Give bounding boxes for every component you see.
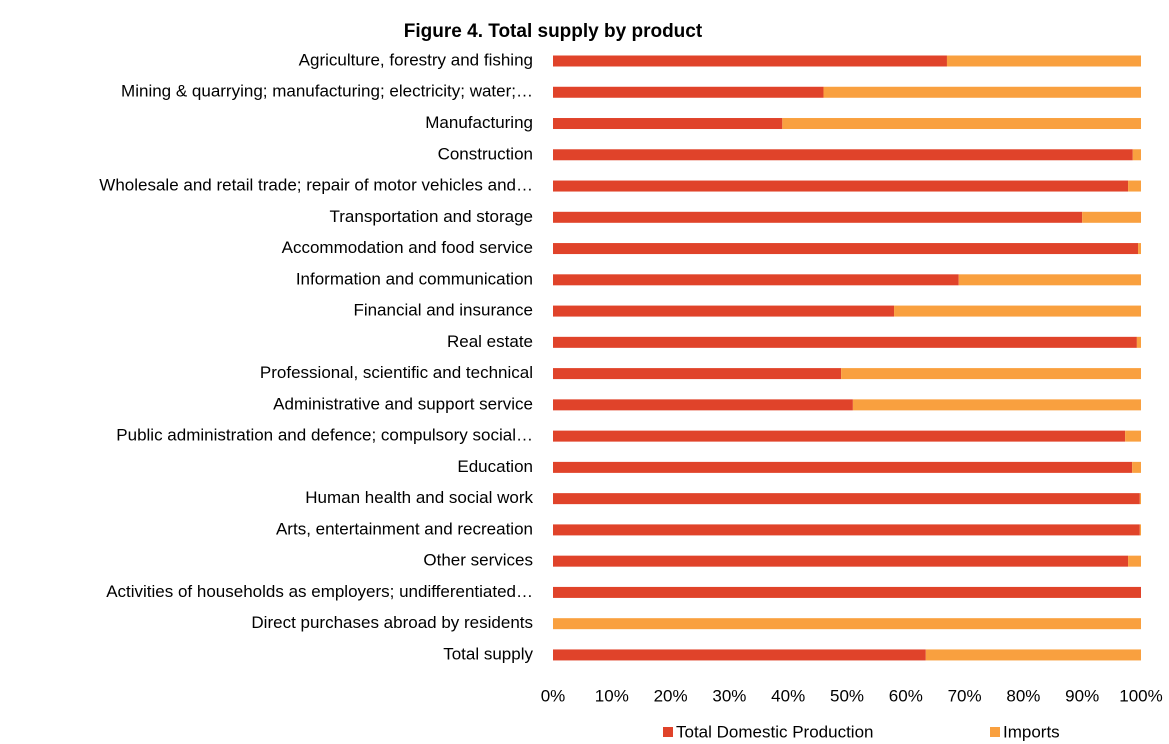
y-tick-label: Agriculture, forestry and fishing: [299, 50, 533, 69]
bar-segment: [553, 430, 1126, 442]
y-tick-label: Construction: [438, 144, 533, 163]
bar-segment: [553, 274, 959, 286]
bar-segment: [823, 86, 1141, 98]
y-tick-label: Arts, entertainment and recreation: [276, 519, 533, 538]
y-tick-label: Real estate: [447, 332, 533, 351]
y-tick-label: Public administration and defence; compu…: [116, 426, 533, 445]
bar-segment: [782, 118, 1141, 130]
bar-segment: [553, 336, 1137, 348]
bar-segment: [1128, 180, 1141, 192]
x-tick-label: 60%: [889, 686, 923, 705]
y-tick-label: Accommodation and food service: [282, 238, 533, 257]
y-tick-label: Human health and social work: [305, 488, 533, 507]
bar-segment: [894, 305, 1141, 317]
bar-segment: [1128, 555, 1141, 567]
x-tick-label: 10%: [595, 686, 629, 705]
bar-segment: [553, 368, 842, 380]
bar-segment: [1082, 211, 1141, 223]
bar-segment: [553, 55, 947, 67]
y-tick-label: Wholesale and retail trade; repair of mo…: [99, 176, 533, 195]
bar-segment: [553, 86, 824, 98]
bar-segment: [553, 211, 1083, 223]
x-tick-label: 100%: [1119, 686, 1162, 705]
y-tick-label: Education: [457, 457, 533, 476]
bar-segment: [958, 274, 1141, 286]
y-tick-label: Direct purchases abroad by residents: [251, 613, 533, 632]
x-tick-label: 40%: [771, 686, 805, 705]
x-tick-label: 70%: [948, 686, 982, 705]
y-tick-label: Other services: [423, 551, 533, 570]
bar-segment: [1132, 461, 1141, 473]
y-tick-label: Activities of households as employers; u…: [106, 582, 533, 601]
legend-label: Imports: [1003, 722, 1060, 741]
bar-segment: [553, 399, 853, 411]
x-tick-label: 90%: [1065, 686, 1099, 705]
bar-segment: [553, 243, 1139, 255]
y-tick-label: Administrative and support service: [273, 394, 533, 413]
x-tick-label: 30%: [712, 686, 746, 705]
bar-segment: [553, 649, 926, 661]
y-tick-label: Transportation and storage: [330, 207, 534, 226]
bar-segment: [946, 55, 1141, 67]
bar-segment: [1139, 524, 1141, 536]
x-tick-label: 80%: [1006, 686, 1040, 705]
y-tick-label: Professional, scientific and technical: [260, 363, 533, 382]
bar-segment: [1138, 243, 1141, 255]
bar-segment: [553, 149, 1133, 161]
bar-segment: [925, 649, 1141, 661]
bar-segment: [553, 118, 783, 130]
bar-segment: [1139, 493, 1141, 505]
bar-segment: [553, 305, 895, 317]
bar-segment: [1136, 336, 1141, 348]
bar-segment: [1132, 149, 1141, 161]
chart-title: Figure 4. Total supply by product: [404, 21, 703, 42]
legend-swatch: [990, 727, 1000, 737]
y-tick-label: Mining & quarrying; manufacturing; elect…: [121, 82, 533, 101]
y-tick-label: Total supply: [443, 644, 533, 663]
bar-segment: [553, 618, 1141, 630]
x-tick-label: 20%: [654, 686, 688, 705]
x-tick-label: 50%: [830, 686, 864, 705]
x-tick-label: 0%: [541, 686, 566, 705]
bar-segment: [553, 461, 1133, 473]
bar-segment: [852, 399, 1141, 411]
y-tick-label: Financial and insurance: [353, 301, 533, 320]
legend-swatch: [663, 727, 673, 737]
bar-segment: [553, 555, 1129, 567]
legend-label: Total Domestic Production: [676, 722, 873, 741]
bar-segment: [841, 368, 1141, 380]
bar-segment: [553, 493, 1140, 505]
bar-segment: [553, 180, 1129, 192]
y-tick-label: Manufacturing: [425, 113, 533, 132]
bar-segment: [1125, 430, 1141, 442]
bar-segment: [553, 586, 1141, 598]
bar-segment: [553, 524, 1140, 536]
y-tick-label: Information and communication: [296, 269, 533, 288]
